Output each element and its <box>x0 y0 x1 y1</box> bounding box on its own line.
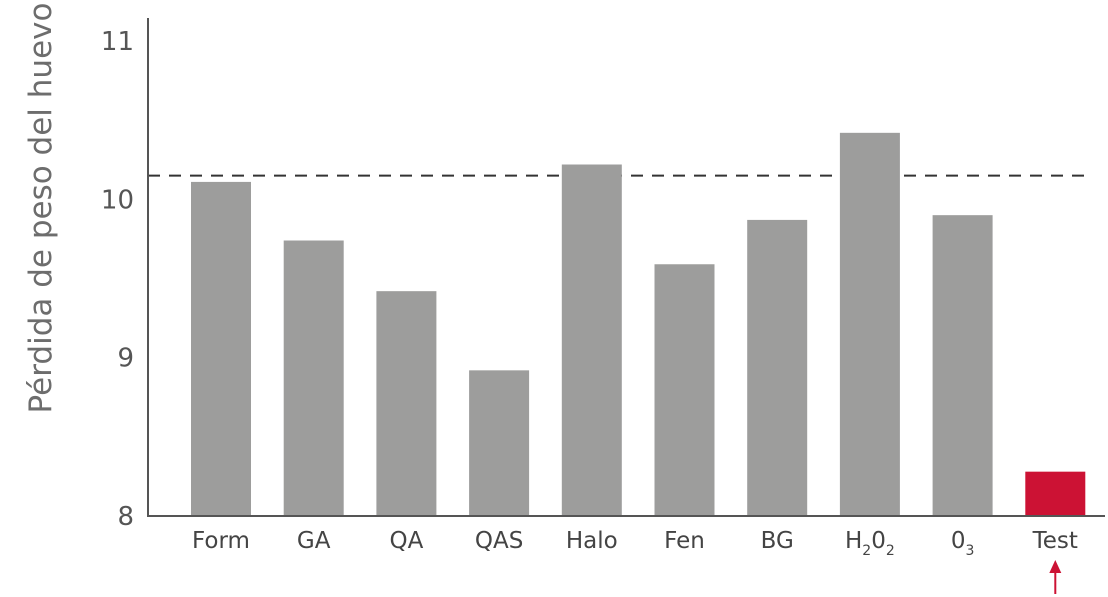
arrow-head <box>1049 560 1062 573</box>
x-tick-label: Test <box>1032 528 1078 554</box>
bars <box>191 132 1086 517</box>
y-axis-label: Pérdida de peso del huevo <box>23 3 59 414</box>
y-tick-label: 11 <box>101 27 134 57</box>
bar-ga <box>283 240 344 516</box>
x-tick-label: QAS <box>475 528 523 554</box>
y-axis-ticks: 8 9 10 11 <box>101 27 134 532</box>
bar-0 <box>932 215 993 516</box>
annotation-arrow <box>1049 560 1062 594</box>
bar-halo <box>561 164 622 516</box>
y-tick-label: 9 <box>117 344 134 374</box>
bar-qa <box>376 291 437 516</box>
bar-fen <box>654 264 715 516</box>
bar-test <box>1025 471 1086 516</box>
x-tick-label: QA <box>389 528 423 554</box>
x-tick-label: GA <box>297 528 331 554</box>
axes <box>147 18 1105 517</box>
bar-bg <box>747 219 808 516</box>
bar-qas <box>469 370 530 516</box>
bar-h0 <box>839 132 900 517</box>
x-tick-label: BG <box>761 528 794 554</box>
x-axis-ticks: Form GA QA QAS Halo Fen BG H202 03 Test <box>192 528 1078 559</box>
x-tick-label: Halo <box>566 528 618 554</box>
bar-form <box>191 181 251 516</box>
x-tick-label: Fen <box>664 528 705 554</box>
x-tick-label: 03 <box>951 528 975 559</box>
x-tick-label: H202 <box>845 528 895 559</box>
x-tick-label: Form <box>192 528 250 554</box>
y-tick-label: 8 <box>117 502 134 532</box>
y-tick-label: 10 <box>101 185 134 215</box>
